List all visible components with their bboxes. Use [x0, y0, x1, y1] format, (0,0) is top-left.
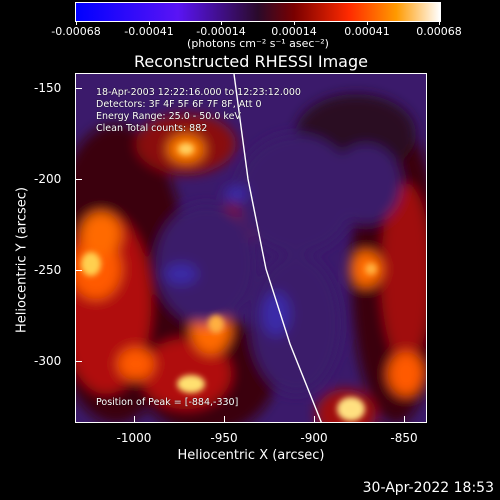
x-axis-label: Heliocentric X (arcsec) [177, 448, 325, 463]
y-tick-label: -150 [34, 81, 62, 95]
y-tick-label: -300 [34, 354, 62, 368]
colorbar-tick-label: -0.00014 [196, 25, 246, 38]
y-axis-label: Heliocentric Y (arcsec) [14, 187, 30, 333]
y-tick [75, 179, 82, 180]
x-tick-label: -1000 [116, 431, 152, 445]
x-tick-label: -900 [300, 431, 328, 445]
timestamp: 30-Apr-2022 18:53 [362, 480, 494, 496]
colorbar-tick-label: 0.00041 [344, 25, 390, 38]
colorbar-tick [439, 21, 440, 25]
plot-title: Reconstructed RHESSI Image [134, 52, 368, 71]
rhessi-image: 18-Apr-2003 12:22:16.000 to 12:23:12.000… [75, 73, 427, 423]
colorbar-tick [76, 21, 77, 25]
colorbar-tick-label: 0.00068 [416, 25, 462, 38]
peak-position-label: Position of Peak = [-884,-330] [96, 397, 239, 408]
info-line: Clean Total counts: 882 [96, 123, 208, 134]
x-tick-label: -950 [210, 431, 238, 445]
y-tick-label: -250 [34, 263, 62, 277]
colorbar-tick-label: -0.00068 [51, 25, 101, 38]
colorbar-units: (photons cm⁻² s⁻¹ asec⁻²) [187, 37, 329, 50]
info-line: Energy Range: 25.0 - 50.0 keV [96, 111, 241, 122]
info-line: 18-Apr-2003 12:22:16.000 to 12:23:12.000 [96, 87, 301, 98]
colorbar-tick-label: -0.00041 [124, 25, 174, 38]
colorbar-tick [367, 21, 368, 25]
colorbar-tick [294, 21, 295, 25]
colorbar-tick-label: 0.00014 [271, 25, 317, 38]
y-tick [75, 88, 82, 89]
colorbar-tick [221, 21, 222, 25]
x-tick-label: -850 [390, 431, 418, 445]
x-tick [404, 416, 405, 423]
colorbar-tick [149, 21, 150, 25]
colorbar [75, 2, 441, 22]
rhessi-image-map [76, 74, 426, 422]
x-tick [134, 416, 135, 423]
solar-limb-line [233, 74, 322, 422]
y-tick-label: -200 [34, 172, 62, 186]
x-tick [224, 416, 225, 423]
x-tick [314, 416, 315, 423]
y-tick [75, 270, 82, 271]
y-tick [75, 361, 82, 362]
info-line: Detectors: 3F 4F 5F 6F 7F 8F, Att 0 [96, 99, 262, 110]
